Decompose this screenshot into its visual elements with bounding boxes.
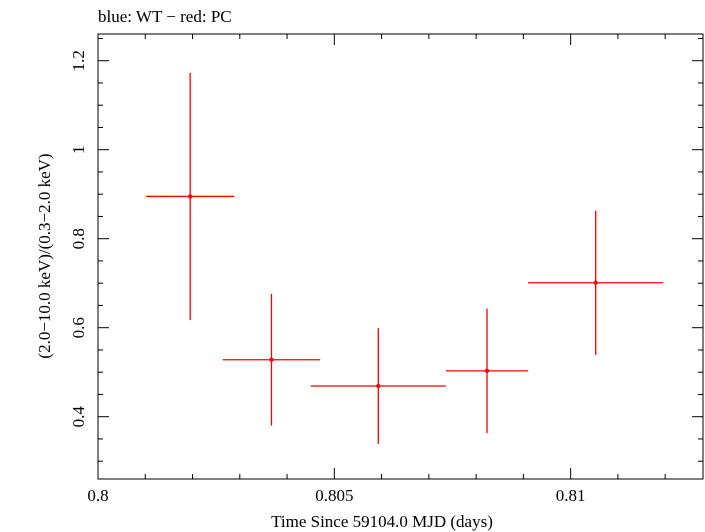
chart-title: blue: WT − red: PC	[98, 7, 232, 26]
axis-ticks	[97, 34, 703, 479]
data-point	[222, 293, 321, 426]
data-marker	[187, 194, 193, 199]
y-axis-label: (2.0−10.0 keV)/(0.3−2.0 keV)	[35, 153, 54, 358]
x-axis-label: Time Since 59104.0 MJD (days)	[271, 512, 493, 531]
data-marker	[269, 357, 274, 362]
x-tick-label: 0.81	[556, 486, 586, 505]
data-point	[445, 308, 529, 434]
data-point	[310, 328, 446, 444]
y-tick-label: 1	[69, 145, 88, 154]
y-tick-label: 1.2	[69, 50, 88, 71]
plot-frame	[97, 33, 704, 480]
data-points	[146, 72, 664, 444]
data-point	[146, 72, 235, 321]
y-tick-label: 0.4	[69, 406, 88, 428]
y-tick-labels: 0.4 0.6 0.8 1 1.2	[69, 50, 88, 427]
data-marker	[376, 383, 381, 389]
data-marker	[484, 368, 490, 374]
data-point	[528, 210, 664, 355]
y-tick-label: 0.6	[69, 317, 88, 338]
x-tick-label: 0.805	[315, 486, 353, 505]
data-marker	[593, 280, 598, 285]
x-tick-label: 0.8	[87, 486, 108, 505]
x-tick-labels: 0.8 0.805 0.81	[87, 486, 585, 505]
y-tick-label: 0.8	[69, 228, 88, 249]
